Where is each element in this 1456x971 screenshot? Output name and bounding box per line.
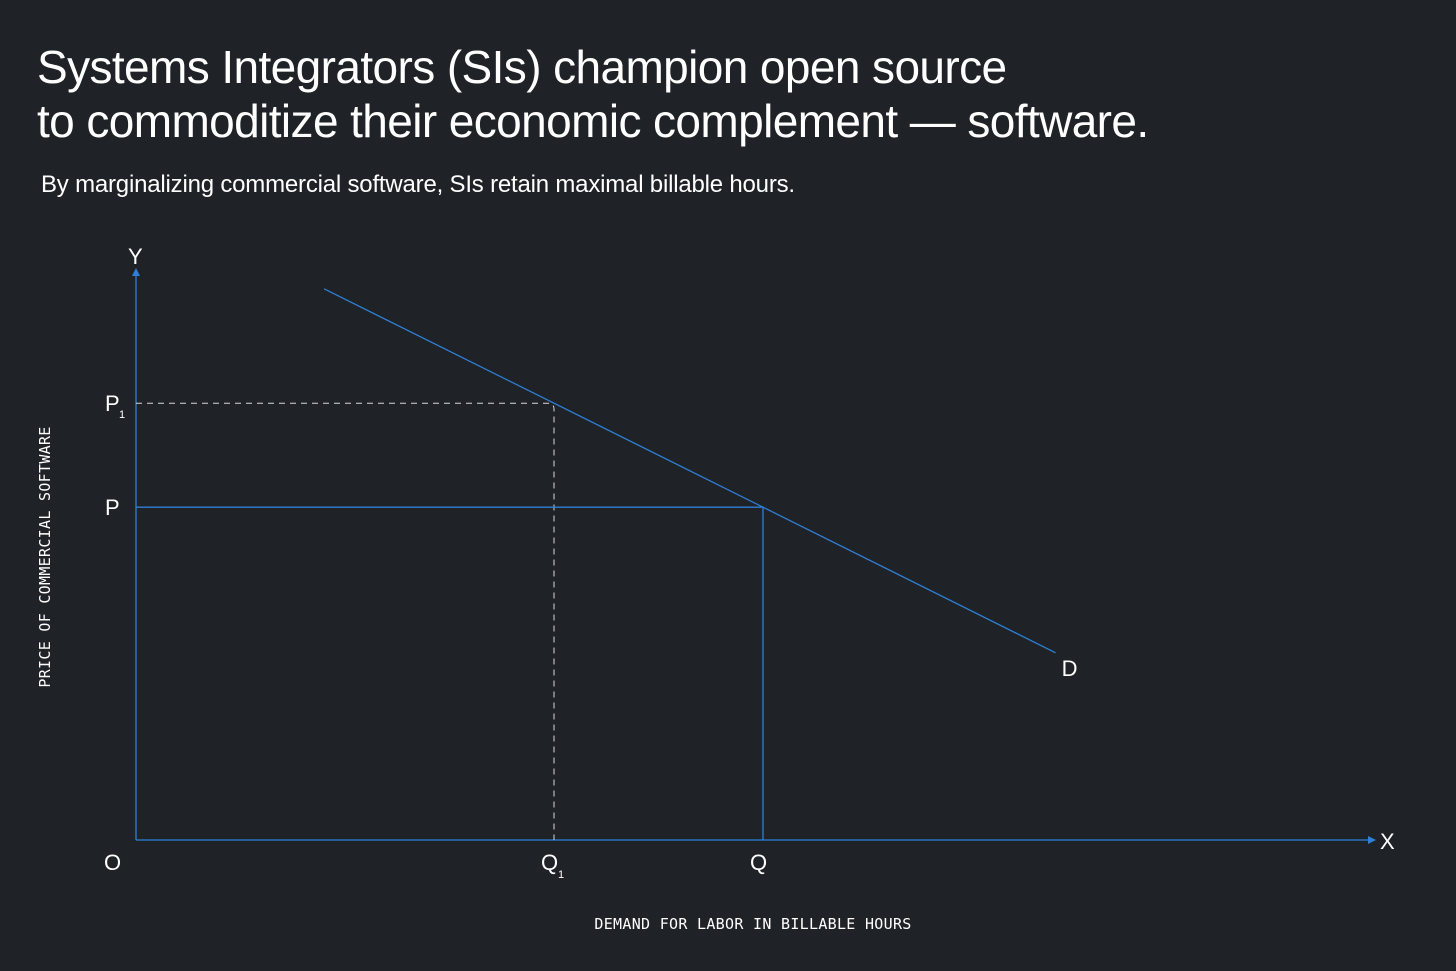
demand-curve-line — [323, 288, 1056, 654]
origin-label: O — [104, 850, 121, 875]
x-tick-label-2: Q — [750, 850, 767, 875]
y-axis-letter: Y — [128, 244, 143, 269]
x-axis-title: DEMAND FOR LABOR IN BILLABLE HOURS — [594, 915, 911, 933]
guide-line-2 — [136, 506, 764, 840]
chart-title: Systems Integrators (SIs) champion open … — [37, 40, 1417, 148]
x-axis-letter: X — [1380, 829, 1395, 854]
demand-curve-label: D — [1062, 656, 1078, 681]
y-axis-title: PRICE OF COMMERCIAL SOFTWARE — [36, 426, 54, 687]
y-tick-subscript-1: 1 — [119, 409, 125, 421]
chart-subtitle: By marginalizing commercial software, SI… — [41, 171, 795, 198]
y-tick-label-2: P — [105, 495, 120, 520]
series-layer — [323, 288, 1056, 654]
y-tick-label-1: P — [105, 391, 120, 416]
chart-title-line-2: to commoditize their economic complement… — [37, 95, 1149, 147]
x-tick-label-1: Q — [541, 850, 558, 875]
x-tick-subscript-1: 1 — [558, 869, 564, 881]
labels-layer: X Y O DEMAND FOR LABOR IN BILLABLE HOURS PRI… — [36, 244, 1395, 933]
chart-title-line-1: Systems Integrators (SIs) champion open … — [37, 41, 1007, 93]
axes-layer — [132, 268, 1376, 844]
guide-line-1 — [136, 402, 555, 840]
guide-lines-layer — [136, 402, 764, 840]
